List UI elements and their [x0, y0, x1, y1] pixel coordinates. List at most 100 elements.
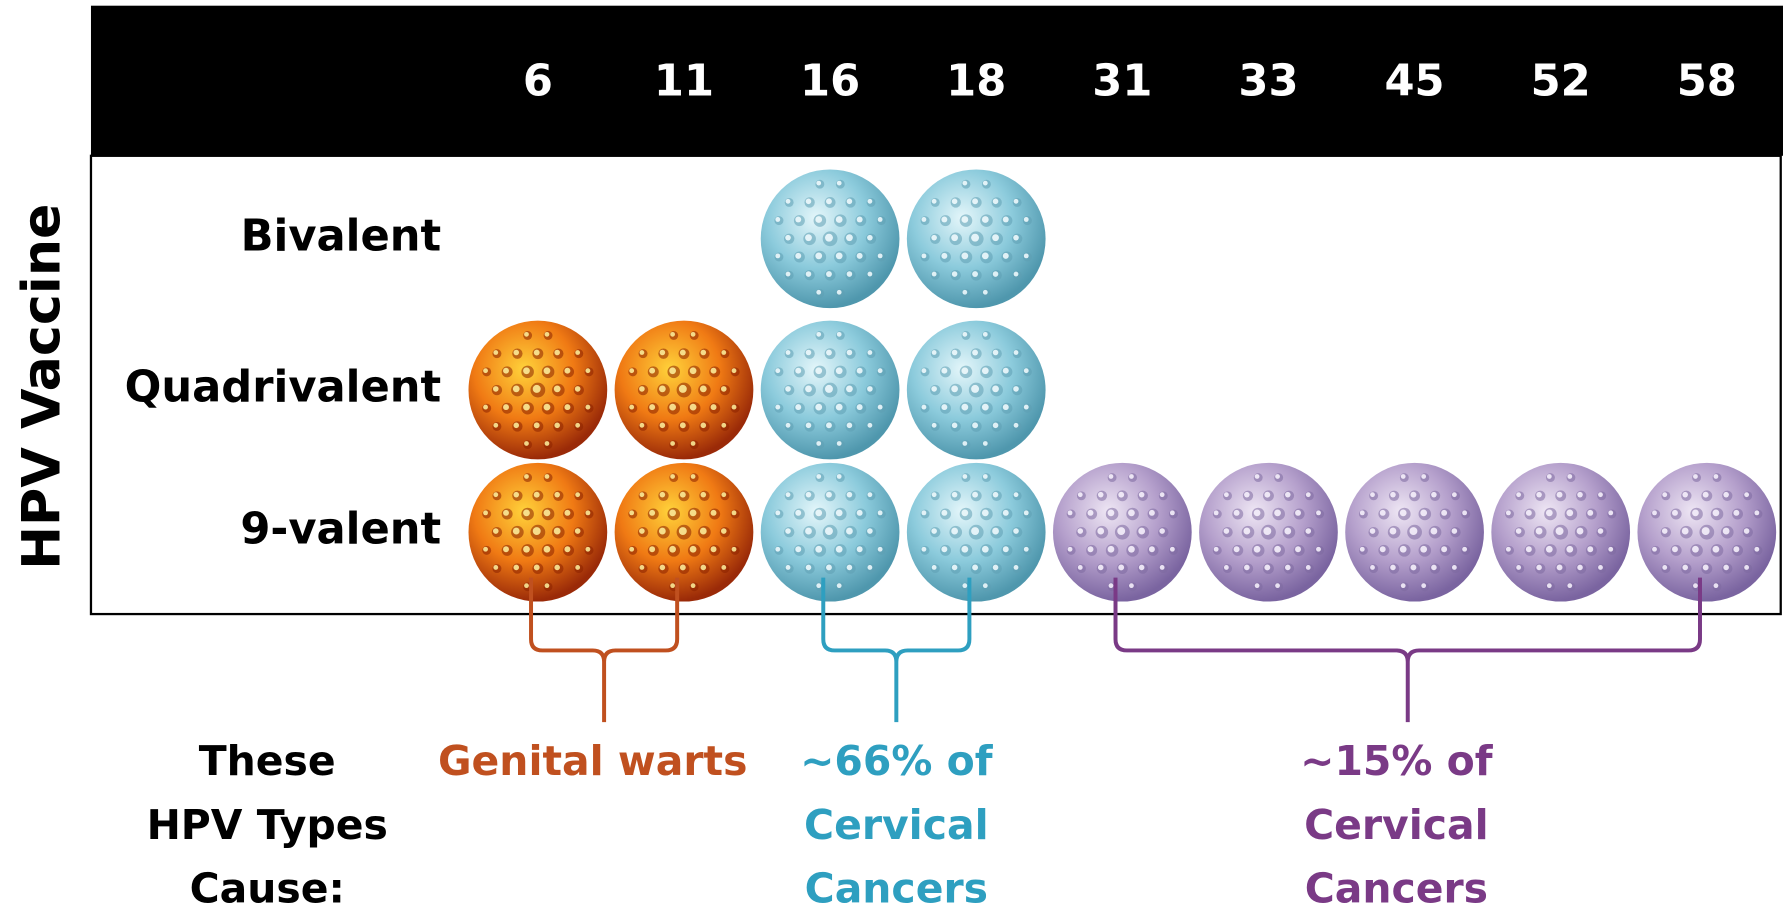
virus [906, 320, 1046, 460]
virus-capsomere [523, 367, 530, 375]
virus-capsomere [1515, 528, 1522, 534]
virus-capsomere [981, 252, 989, 260]
virus-capsomere [544, 474, 550, 479]
virus-capsomere [982, 180, 988, 186]
virus-capsomere [962, 289, 968, 295]
virus-capsomere [981, 403, 989, 411]
virus-capsomere [1169, 510, 1175, 516]
virus-capsomere [785, 386, 791, 392]
virus-capsomere [690, 331, 696, 337]
virus-capsomere [1254, 474, 1260, 479]
virus-capsomere [532, 527, 541, 536]
virus [906, 169, 1046, 309]
virus-capsomere [1359, 546, 1365, 552]
virus-capsomere [877, 546, 883, 552]
virus-capsomere [962, 474, 968, 479]
virus-capsomere [775, 253, 781, 259]
virus-capsomere [554, 491, 560, 498]
virus-capsomere [805, 564, 812, 571]
virus-capsomere [951, 564, 958, 571]
virus-capsomere [700, 349, 707, 356]
virus-capsomere [543, 509, 551, 517]
virus-capsomere [1159, 565, 1165, 570]
virus-capsomere [1002, 216, 1009, 223]
virus-capsomere [658, 385, 666, 393]
virus-capsomere [877, 510, 883, 516]
virus-capsomere [492, 386, 499, 392]
virus [1491, 462, 1631, 602]
virus-capsomere [785, 565, 791, 570]
virus-capsomere [775, 368, 781, 374]
virus-capsomere [1077, 528, 1084, 534]
virus-capsomere [574, 386, 581, 392]
virus-capsomere [493, 350, 499, 355]
brace [821, 577, 972, 723]
virus [760, 462, 900, 602]
virus-capsomere [867, 528, 873, 534]
virus-capsomere [1754, 510, 1760, 516]
virus-capsomere [775, 546, 781, 552]
virus-capsomere [1067, 546, 1073, 552]
virus-capsomere [921, 253, 927, 259]
virus-capsomere [1305, 492, 1311, 498]
virus [1345, 462, 1484, 602]
virus-capsomere [1233, 546, 1240, 553]
virus-capsomere [805, 527, 812, 535]
virus-capsomere [1390, 491, 1396, 498]
virus-capsomere [961, 403, 969, 411]
virus-capsomere [629, 404, 635, 410]
virus-capsomere [1129, 474, 1134, 479]
virus-capsomere [533, 491, 540, 498]
virus-capsomere [523, 403, 530, 411]
virus-capsomere [503, 404, 509, 411]
axis-title: HPV Vaccine [11, 203, 72, 569]
virus-capsomere [1223, 565, 1229, 570]
virus-capsomere [1379, 546, 1386, 553]
virus-capsomere [564, 367, 571, 374]
virus-capsomere [564, 509, 571, 516]
virus-capsomere [524, 441, 529, 446]
virus-capsomere [1536, 491, 1542, 498]
virus-capsomere [483, 546, 488, 552]
virus-capsomere [1598, 565, 1603, 570]
virus-capsomere [816, 180, 822, 186]
virus-capsomere [867, 271, 873, 277]
virus-capsomere [992, 198, 999, 205]
virus-capsomere [836, 474, 842, 479]
virus-capsomere [554, 349, 560, 356]
virus-capsomere [1013, 198, 1019, 204]
virus [614, 320, 754, 460]
virus-capsomere [1441, 509, 1448, 516]
virus-capsomere [816, 289, 822, 295]
virus-capsomere [493, 565, 499, 570]
brace [529, 577, 680, 723]
virus-capsomere [1023, 546, 1029, 552]
virus-capsomere [931, 234, 937, 241]
virus-capsomere [1284, 527, 1292, 535]
caption: These [199, 737, 336, 785]
virus-capsomere [1274, 545, 1281, 553]
virus-capsomere [1566, 509, 1574, 517]
virus-capsomere [731, 368, 737, 374]
virus-capsomere [1546, 474, 1552, 479]
virus-capsomere [951, 234, 959, 242]
virus [1052, 462, 1192, 602]
virus-capsomere [931, 198, 937, 204]
virus-capsomere [1608, 546, 1614, 552]
virus-capsomere [1681, 527, 1689, 535]
virus-capsomere [513, 422, 520, 429]
virus [1199, 462, 1338, 602]
virus-capsomere [639, 422, 645, 428]
virus-capsomere [1672, 509, 1678, 516]
virus-capsomere [826, 491, 832, 498]
virus-capsomere [585, 368, 591, 374]
virus-capsomere [1702, 491, 1709, 498]
virus-capsomere [785, 528, 791, 534]
virus-capsomere [1013, 271, 1019, 277]
virus-capsomere [1274, 509, 1281, 517]
virus-capsomere [544, 331, 550, 337]
virus-capsomere [961, 367, 969, 375]
virus-capsomere [710, 404, 717, 411]
virus-capsomere [982, 441, 988, 446]
virus-capsomere [1567, 583, 1573, 589]
